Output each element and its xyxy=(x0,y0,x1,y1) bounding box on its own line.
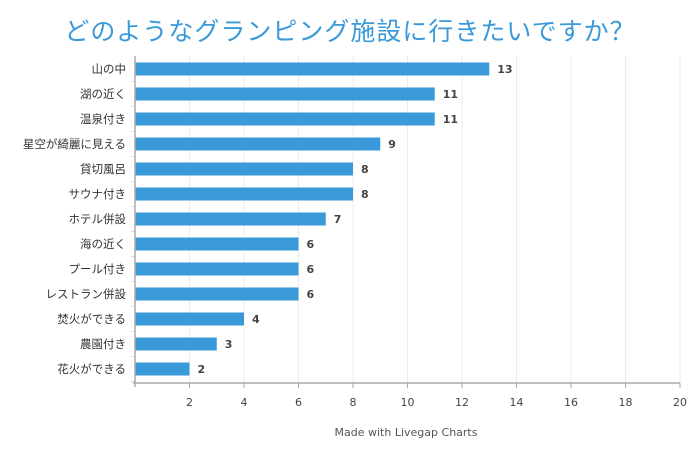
data-label: 2 xyxy=(198,363,206,376)
x-tick-label: 4 xyxy=(241,396,248,409)
x-tick-label: 12 xyxy=(455,396,469,409)
data-label: 6 xyxy=(307,288,315,301)
category-label: 海の近く xyxy=(80,237,126,251)
bar xyxy=(135,62,490,76)
x-tick-label: 18 xyxy=(619,396,633,409)
category-label: サウナ付き xyxy=(69,187,127,201)
category-label: 焚火ができる xyxy=(57,312,126,326)
bar xyxy=(135,312,244,326)
data-label: 4 xyxy=(252,313,260,326)
bar xyxy=(135,137,381,151)
data-label: 3 xyxy=(225,338,233,351)
bar xyxy=(135,337,217,351)
x-tick-label: 2 xyxy=(186,396,193,409)
data-label: 8 xyxy=(361,188,369,201)
category-label: 星空が綺麗に見える xyxy=(23,137,126,151)
bar xyxy=(135,87,435,101)
bar xyxy=(135,262,299,276)
category-label: 農園付き xyxy=(80,337,126,351)
bar xyxy=(135,212,326,226)
bar xyxy=(135,112,435,126)
category-label: 山の中 xyxy=(92,62,127,76)
data-label: 6 xyxy=(307,263,315,276)
bar xyxy=(135,187,353,201)
category-label: 貸切風呂 xyxy=(80,162,126,176)
data-label: 8 xyxy=(361,163,369,176)
credit-text: Made with Livegap Charts xyxy=(335,426,478,439)
category-label: 温泉付き xyxy=(80,112,126,126)
bar xyxy=(135,287,299,301)
x-tick-label: 20 xyxy=(673,396,687,409)
x-tick-label: 14 xyxy=(510,396,524,409)
category-label: プール付き xyxy=(69,262,127,276)
x-tick-label: 8 xyxy=(350,396,357,409)
category-label: 花火ができる xyxy=(57,362,126,376)
x-tick-label: 10 xyxy=(401,396,415,409)
data-label: 9 xyxy=(388,138,396,151)
data-label: 11 xyxy=(443,113,458,126)
data-label: 7 xyxy=(334,213,342,226)
x-tick-label: 6 xyxy=(295,396,302,409)
category-label: レストラン併設 xyxy=(46,287,127,301)
bar xyxy=(135,362,190,376)
data-label: 6 xyxy=(307,238,315,251)
category-label: ホテル併設 xyxy=(69,212,127,226)
x-tick-label: 16 xyxy=(564,396,578,409)
chart-title: どのようなグランピング施設に行きたいですか？ xyxy=(64,17,636,46)
bar xyxy=(135,162,353,176)
data-label: 11 xyxy=(443,88,458,101)
bar xyxy=(135,237,299,251)
data-label: 13 xyxy=(497,63,512,76)
category-label: 湖の近く xyxy=(80,87,126,101)
